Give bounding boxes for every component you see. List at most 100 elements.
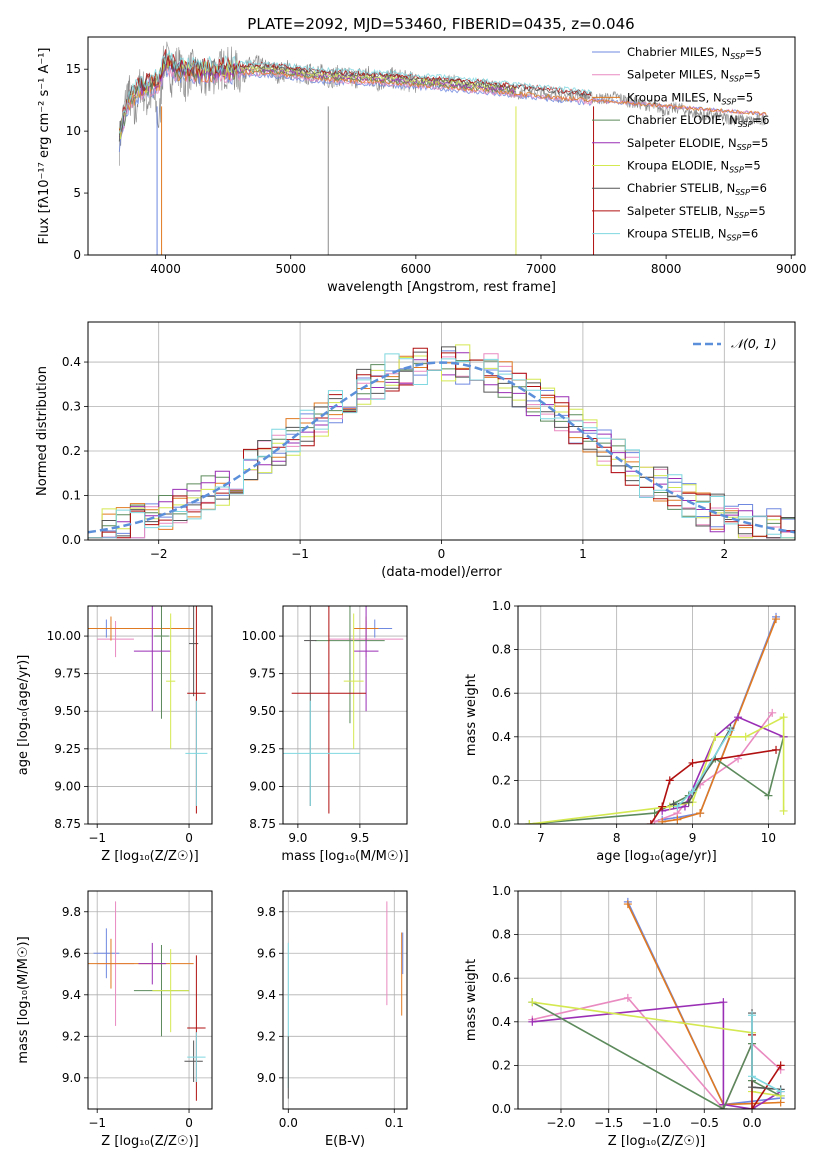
y-tick-label: 9.75 bbox=[249, 667, 276, 681]
legend-label: Kroupa MILES, NSSP=5 bbox=[627, 90, 753, 106]
plot-area bbox=[528, 897, 785, 1109]
y-tick-label: 10.00 bbox=[242, 629, 276, 643]
x-axis-label: (data-model)/error bbox=[381, 565, 502, 580]
legend-label: Kroupa STELIB, NSSP=6 bbox=[627, 227, 758, 243]
weight-marker bbox=[623, 900, 632, 909]
panel-mass_vs_EBV: 0.0 0.1 9.0 9.2 9.4 9.6 9.8 E(B-V) bbox=[257, 890, 408, 1149]
plot-area bbox=[88, 606, 208, 814]
weight-marker bbox=[772, 745, 781, 754]
weight-marker bbox=[719, 1105, 728, 1109]
x-tick-label: 2 bbox=[720, 547, 728, 561]
y-tick-label: 9.4 bbox=[62, 988, 81, 1002]
legend-label: Chabrier STELIB, NSSP=6 bbox=[627, 181, 767, 197]
x-tick-label: 8 bbox=[613, 831, 621, 845]
legend-label: Chabrier MILES, NSSP=5 bbox=[627, 45, 762, 61]
panel-age_vs_mass: 9.0 9.5 8.75 9.00 9.25 9.50 9.75 10.00 mass [log… bbox=[242, 605, 409, 864]
weight-marker bbox=[734, 713, 743, 722]
y-tick-label: 9.6 bbox=[62, 946, 81, 960]
y-tick-label: 9.6 bbox=[257, 946, 276, 960]
x-axis-label: age [log₁₀(age/yr)] bbox=[596, 849, 717, 864]
x-tick-label: 7 bbox=[537, 831, 545, 845]
x-tick-label: −0.5 bbox=[690, 1116, 719, 1130]
panel-weight_vs_Z: −2.0 −1.5 −1.0 −0.5 0.0 0.0 0.2 0.4 0.6 0.8 1.0 Z [… bbox=[464, 884, 796, 1149]
y-tick-label: 9.8 bbox=[257, 905, 276, 919]
weight-marker bbox=[726, 726, 735, 735]
y-tick-label: 9.2 bbox=[62, 1029, 81, 1043]
x-axis-label: Z [log₁₀(Z/Z☉)] bbox=[608, 1134, 705, 1149]
axes-frame bbox=[282, 605, 408, 825]
y-tick-label: 0.1 bbox=[62, 489, 81, 503]
y-tick-label: 0.4 bbox=[62, 355, 81, 369]
plot-area bbox=[88, 901, 206, 1101]
weight-marker bbox=[748, 1072, 757, 1081]
x-tick-label: 5000 bbox=[275, 262, 306, 276]
model-line-chabrier-elodie bbox=[118, 58, 517, 139]
model-line-chabrier-stelib bbox=[118, 52, 592, 142]
y-tick-label: 9.0 bbox=[257, 1071, 276, 1085]
weight-marker bbox=[658, 802, 667, 811]
axes-frame bbox=[87, 605, 213, 825]
weight-marker bbox=[684, 798, 693, 807]
y-tick-label: 9.25 bbox=[54, 742, 81, 756]
y-axis-label: Normed distribution bbox=[35, 366, 50, 496]
x-tick-label: −2 bbox=[150, 547, 168, 561]
weight-marker bbox=[719, 998, 728, 1007]
x-axis-label: E(B-V) bbox=[325, 1134, 365, 1149]
legend-label: Salpeter STELIB, NSSP=5 bbox=[627, 204, 766, 220]
y-tick-label: 9.2 bbox=[257, 1029, 276, 1043]
weight-marker bbox=[772, 615, 781, 624]
weight-marker bbox=[779, 713, 788, 722]
weight-marker bbox=[528, 1017, 537, 1026]
axes-frame bbox=[517, 605, 796, 825]
weight-marker bbox=[768, 708, 777, 717]
y-tick-label: 0.4 bbox=[492, 730, 511, 744]
y-tick-label: 5 bbox=[73, 186, 81, 200]
y-tick-label: 0.6 bbox=[492, 971, 511, 985]
x-tick-label: 0.0 bbox=[279, 1116, 298, 1130]
model-line-salpeter-miles bbox=[118, 57, 767, 135]
y-axis-label: mass weight bbox=[464, 959, 479, 1041]
y-tick-label: 0.2 bbox=[492, 773, 511, 787]
x-tick-label: 8000 bbox=[651, 262, 682, 276]
x-tick-label: 9000 bbox=[776, 262, 807, 276]
weight-marker bbox=[711, 732, 720, 741]
weight-marker bbox=[665, 776, 674, 785]
x-axis-label: wavelength [Angstrom, rest frame] bbox=[327, 280, 556, 295]
y-tick-label: 9.25 bbox=[249, 742, 276, 756]
weight-marker bbox=[528, 998, 537, 1007]
histogram-kroupa-stelib bbox=[88, 353, 795, 539]
weight-marker bbox=[764, 791, 773, 800]
weight-marker bbox=[673, 815, 682, 824]
x-tick-label: 0 bbox=[185, 831, 193, 845]
weight-line bbox=[532, 996, 782, 1109]
legend-label: Salpeter MILES, NSSP=5 bbox=[627, 68, 761, 84]
weight-marker bbox=[688, 758, 697, 767]
y-tick-label: 0.6 bbox=[492, 686, 511, 700]
y-tick-label: 9.50 bbox=[54, 704, 81, 718]
y-tick-label: 0.8 bbox=[492, 643, 511, 657]
x-tick-label: 4000 bbox=[150, 262, 181, 276]
y-tick-label: 9.00 bbox=[249, 779, 276, 793]
weight-marker bbox=[741, 732, 750, 741]
figure-title: PLATE=2092, MJD=53460, FIBERID=0435, z=0… bbox=[247, 15, 634, 33]
weight-marker bbox=[748, 1011, 757, 1020]
weight-marker bbox=[688, 787, 697, 796]
x-axis-label: mass [log₁₀(M/M☉)] bbox=[281, 849, 408, 864]
y-tick-label: 0 bbox=[73, 248, 81, 262]
legend-label: Chabrier ELODIE, NSSP=6 bbox=[627, 113, 769, 129]
panel-weight_vs_age: 7 8 9 10 0.0 0.2 0.4 0.6 0.8 1.0 age [log₁₀(age/yr… bbox=[464, 599, 796, 864]
weight-marker bbox=[779, 806, 788, 815]
x-tick-label: 9.5 bbox=[350, 831, 369, 845]
x-tick-label: 9 bbox=[689, 831, 697, 845]
y-tick-label: 10.00 bbox=[47, 629, 81, 643]
x-tick-label: 0 bbox=[438, 547, 446, 561]
weight-marker bbox=[776, 1087, 785, 1096]
weight-marker bbox=[696, 809, 705, 818]
model-line-kroupa-stelib bbox=[118, 50, 592, 134]
x-axis-label: Z [log₁₀(Z/Z☉)] bbox=[101, 1134, 198, 1149]
normal-curve bbox=[88, 361, 795, 534]
y-tick-label: 1.0 bbox=[492, 884, 511, 898]
y-tick-label: 8.75 bbox=[54, 817, 81, 831]
weight-marker bbox=[673, 802, 682, 811]
